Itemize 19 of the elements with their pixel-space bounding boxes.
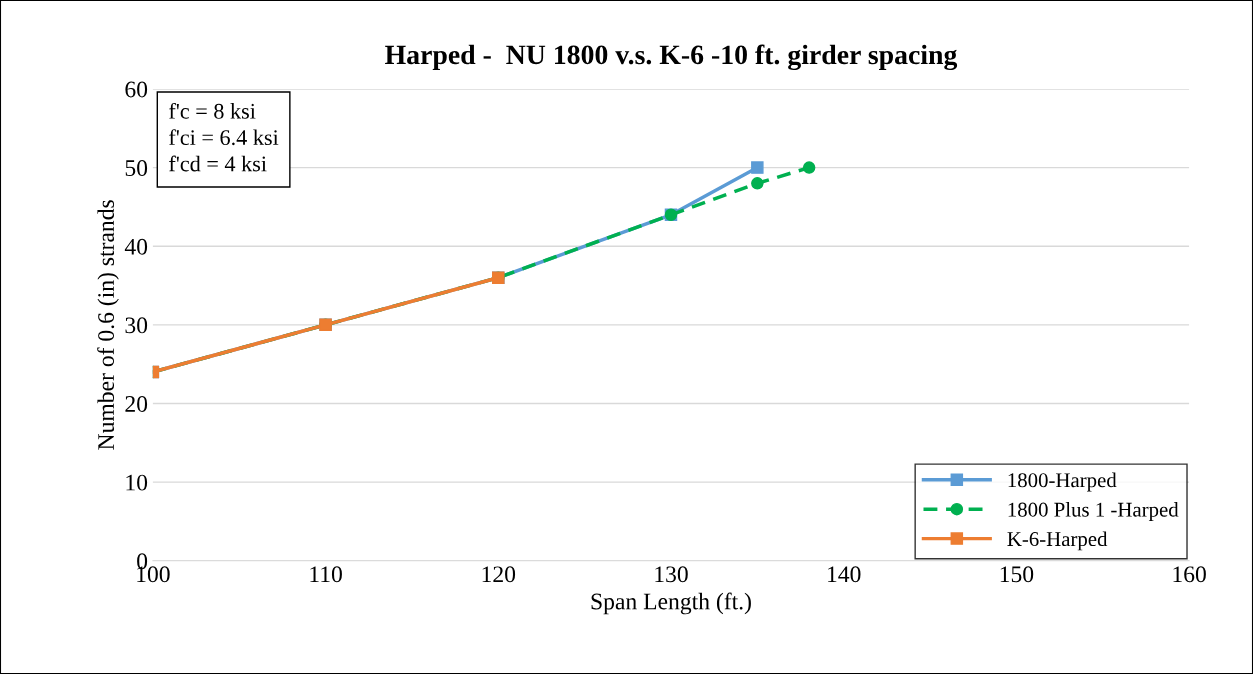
legend-label: K-6-Harped: [1007, 531, 1108, 551]
y-tick-label: 10: [126, 474, 148, 491]
y-tick-label: 40: [124, 238, 148, 255]
x-tick-label: 110: [310, 566, 342, 583]
x-tick-label: 150: [1000, 566, 1034, 583]
x-tick-label: 130: [655, 566, 688, 583]
legend-label: 1800-Harped: [1008, 472, 1117, 492]
y-tick-label: 20: [125, 395, 148, 412]
chart-title: Harped - NU 1800 v.s. K-6 -10 ft. girder spacing: [385, 44, 958, 71]
x-axis-title: Span Length (ft.): [591, 592, 751, 615]
x-tick-label: 160: [1173, 566, 1206, 583]
annotation: f'c = 8 ksi f'ci = 6.4 ksi f'cd = 4 ksi: [169, 102, 279, 172]
legend-label: 1800 Plus 1 -Harped: [1008, 502, 1179, 521]
y-tick-label: 60: [125, 81, 148, 98]
y-axis-title: Number of 0.6 (in) strands: [97, 200, 119, 450]
x-tick-label: 120: [482, 566, 516, 583]
x-tick-label: 140: [828, 566, 861, 583]
y-tick-label: 30: [125, 317, 148, 334]
y-tick-label: 50: [125, 160, 148, 177]
